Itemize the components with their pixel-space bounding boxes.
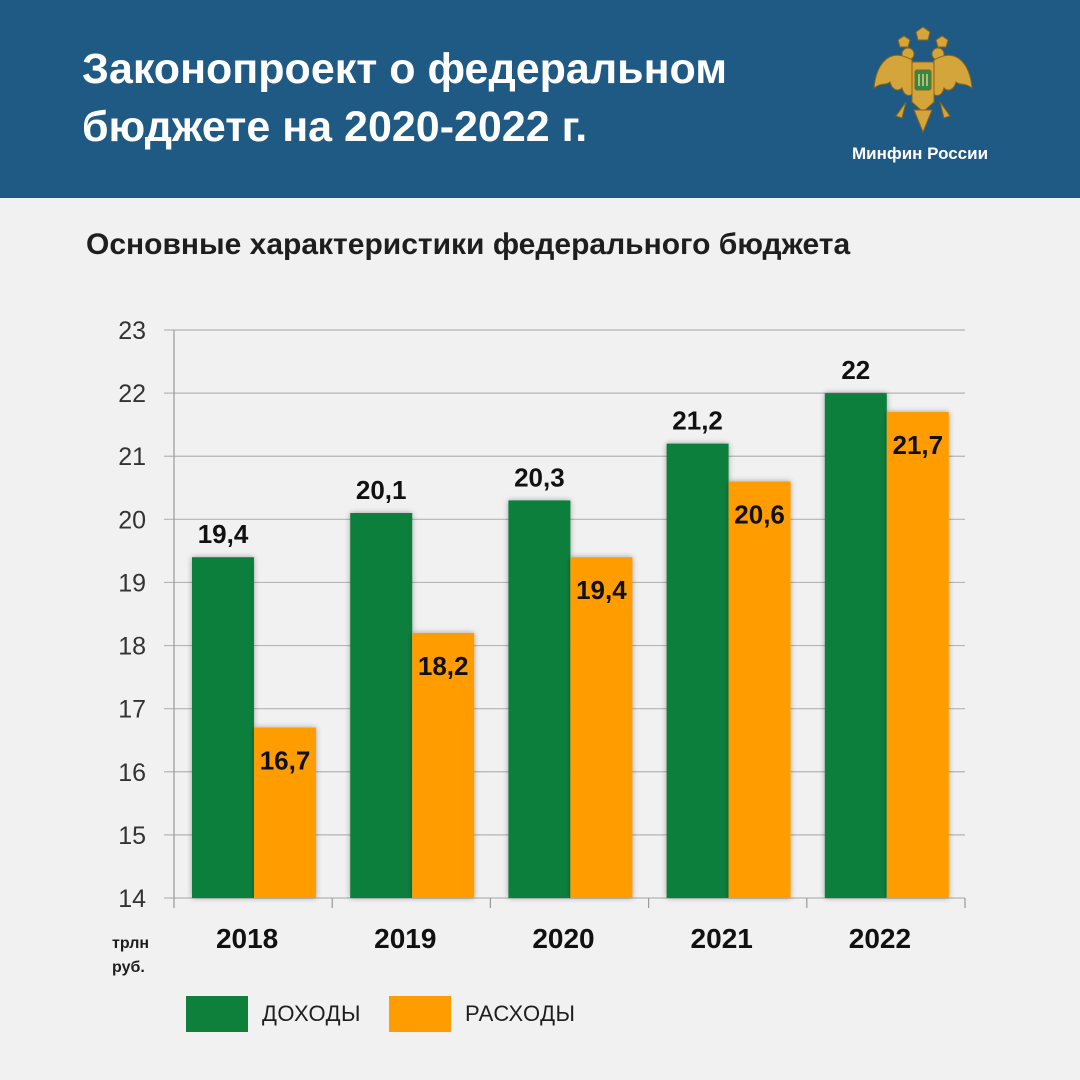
double-headed-eagle-emblem-icon <box>873 26 973 134</box>
x-tick-label: 2020 <box>532 923 594 954</box>
org-name: Минфин России <box>851 144 989 163</box>
unit-label: трлн руб. <box>112 935 150 976</box>
y-tick-label: 23 <box>118 317 146 345</box>
data-label: 22 <box>841 355 870 385</box>
data-label: 20,1 <box>356 475 407 505</box>
bar-expenses <box>728 481 791 898</box>
data-label: 18,2 <box>418 651 469 681</box>
y-tick-label: 18 <box>118 633 146 661</box>
bar-income <box>350 513 413 898</box>
y-tick-label: 20 <box>118 506 146 534</box>
y-tick-label: 17 <box>118 696 146 724</box>
legend-item-income: ДОХОДЫ <box>186 996 361 1032</box>
header-banner: Законопроект о федеральном бюджете на 20… <box>0 0 1080 198</box>
y-tick-label: 15 <box>118 822 146 850</box>
bar-expenses <box>886 412 949 898</box>
legend-item-expenses: РАСХОДЫ <box>388 996 576 1032</box>
bar-expenses <box>412 632 475 898</box>
bar-expenses <box>570 557 633 898</box>
y-tick-label: 19 <box>118 569 146 597</box>
chart-title: Основные характеристики федерального бюд… <box>86 228 851 261</box>
data-label: 20,3 <box>514 462 565 492</box>
legend-label-income: ДОХОДЫ <box>262 1001 361 1026</box>
data-label: 21,7 <box>892 430 943 460</box>
page-title: Законопроект о федеральном бюджете на 20… <box>82 45 728 151</box>
bar-chart: 1415161718192021222319,416,7201820,118,2… <box>118 317 966 954</box>
bar-income <box>508 500 571 898</box>
data-label: 20,6 <box>734 499 785 529</box>
x-tick-label: 2019 <box>374 923 436 954</box>
y-tick-label: 22 <box>118 380 146 408</box>
legend-swatch-expenses <box>388 996 451 1032</box>
bar-expenses <box>254 727 316 898</box>
data-label: 16,7 <box>260 746 311 776</box>
legend-label-expenses: РАСХОДЫ <box>464 1001 576 1026</box>
x-tick-label: 2021 <box>691 923 753 954</box>
bar-income <box>666 443 729 898</box>
data-label: 21,2 <box>672 406 723 436</box>
data-label: 19,4 <box>198 519 249 549</box>
legend: ДОХОДЫ РАСХОДЫ <box>186 996 603 1032</box>
x-tick-label: 2018 <box>216 923 278 954</box>
y-tick-label: 21 <box>118 443 146 471</box>
bar-income <box>824 393 887 898</box>
legend-swatch-income <box>186 996 248 1032</box>
data-label: 19,4 <box>576 575 627 605</box>
y-tick-label: 14 <box>118 885 146 913</box>
y-tick-label: 16 <box>118 759 146 787</box>
x-tick-label: 2022 <box>849 923 911 954</box>
bar-income <box>192 557 254 898</box>
